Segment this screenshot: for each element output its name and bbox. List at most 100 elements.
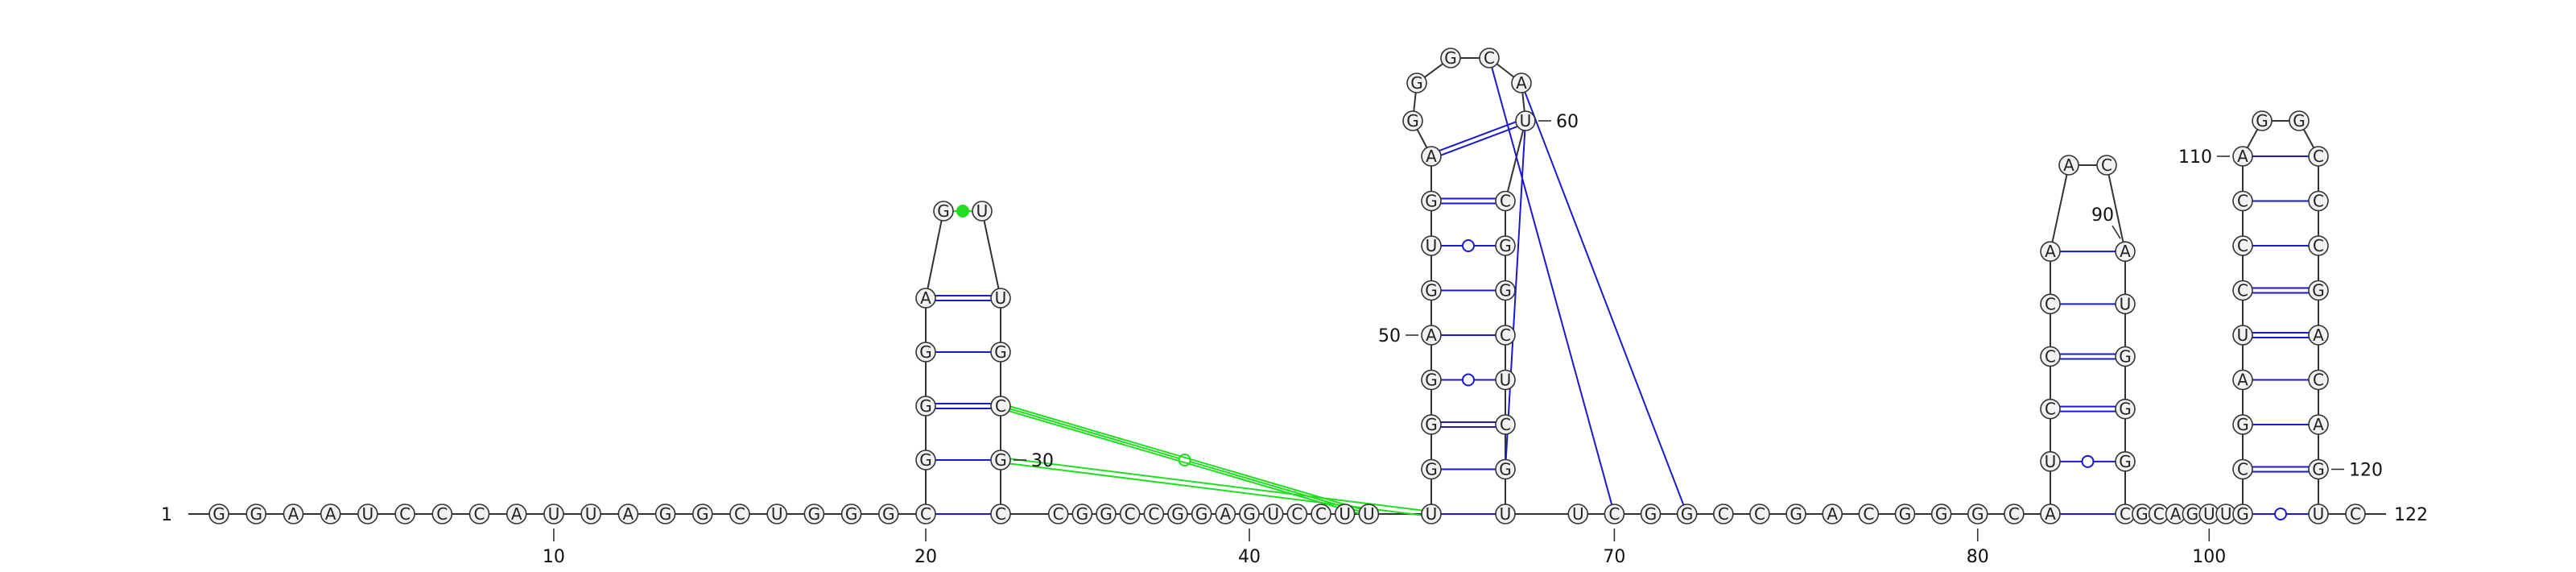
nucleotide-letter: A: [1426, 147, 1437, 166]
nucleotide-circle: [320, 504, 341, 524]
nucleotide-circle: [803, 504, 825, 524]
nucleotide-letter: U: [1363, 504, 1375, 524]
nucleotide-letter: U: [1520, 111, 1532, 131]
nucleotide-letter: G: [2312, 460, 2325, 479]
nucleotide: G: [1894, 504, 1916, 524]
index-label: 120: [2349, 461, 2383, 481]
nucleotide-circle: [2115, 398, 2136, 420]
nucleotide: G: [2115, 346, 2136, 367]
gu-pair-marker: [1462, 373, 1475, 387]
nucleotide-circle: [2308, 458, 2329, 480]
nucleotide: G: [1967, 504, 1988, 524]
nucleotide-circle: [1421, 235, 1442, 256]
nucleotide: U: [2215, 504, 2236, 524]
nucleotide-circle: [1421, 280, 1442, 301]
nucleotide-circle: [1143, 504, 1165, 524]
nucleotide: C: [431, 504, 453, 524]
nucleotide: G: [246, 504, 267, 524]
nucleotide: G: [990, 450, 1011, 470]
nucleotide-letter: A: [2045, 504, 2056, 524]
index-label: 20: [914, 547, 937, 567]
nucleotide-circle: [1511, 73, 1532, 93]
nucleotide: U: [1495, 369, 1516, 391]
nucleotide-letter: A: [2313, 325, 2324, 345]
nucleotide-circle: [990, 288, 1011, 309]
nucleotide-circle: [1713, 504, 1734, 524]
nucleotide-circle: [877, 504, 899, 524]
nucleotide-letter: G: [994, 450, 1007, 470]
nucleotide-circle: [2115, 293, 2136, 315]
nucleotide: C: [1604, 504, 1625, 524]
nucleotide: G: [1785, 504, 1806, 524]
nucleotide-circle: [2308, 414, 2329, 435]
nucleotide-letter: C: [1863, 504, 1874, 524]
nucleotide-letter: C: [1608, 504, 1620, 524]
nucleotide-letter: C: [2153, 504, 2165, 524]
nucleotide: U: [2198, 504, 2220, 524]
nucleotide: C: [2040, 346, 2061, 367]
nucleotide: G: [1096, 504, 1117, 524]
nucleotide-letter: G: [213, 504, 225, 524]
nucleotide-circle: [2115, 241, 2136, 262]
nucleotide: C: [2040, 293, 2061, 315]
pair-line: [1010, 458, 1422, 512]
nucleotide: G: [1676, 504, 1698, 524]
nucleotide-letter: C: [2045, 347, 2056, 367]
nucleotide-letter: A: [2237, 371, 2248, 390]
nucleotide-circle: [915, 396, 936, 417]
nucleotide: C: [2232, 280, 2253, 301]
nucleotide-circle: [1421, 146, 1442, 167]
nucleotide-circle: [1421, 458, 1442, 480]
nucleotide: C: [1495, 325, 1516, 346]
nucleotide-letter: U: [2203, 504, 2215, 524]
nucleotide-circle: [2040, 346, 2061, 367]
nucleotide-circle: [1402, 110, 1423, 131]
nucleotide: U: [1262, 504, 1284, 524]
nucleotide-letter: G: [1243, 504, 1256, 524]
nucleotide: U: [543, 504, 564, 524]
nucleotide-letter: A: [1426, 325, 1437, 345]
nucleotide-circle: [1495, 504, 1516, 524]
nucleotide: G: [1640, 504, 1662, 524]
nucleotide-letter: G: [1425, 415, 1438, 434]
nucleotide-letter: U: [995, 288, 1007, 308]
nucleotide-letter: U: [1426, 504, 1438, 524]
nucleotide-letter: G: [1681, 504, 1694, 524]
nucleotide-letter: G: [1499, 236, 1512, 255]
nucleotide-circle: [2232, 146, 2253, 167]
nucleotide-letter: C: [2120, 504, 2131, 524]
nucleotide-circle: [1495, 280, 1516, 301]
nucleotide-letter: C: [1500, 192, 1511, 211]
nucleotide-circle: [2040, 504, 2061, 524]
nucleotide-letter: C: [2313, 192, 2324, 211]
nucleotide-circle: [2308, 325, 2329, 346]
nucleotide: G: [2252, 110, 2273, 131]
nucleotide-circle: [2308, 504, 2329, 524]
nucleotide-circle: [469, 504, 490, 524]
index-label: 60: [1556, 112, 1579, 132]
nucleotide: G: [2308, 458, 2329, 480]
nucleotide-letter: G: [994, 342, 1007, 362]
nucleotide-letter: G: [2256, 111, 2268, 131]
nucleotide-letter: G: [919, 342, 932, 362]
nucleotide-circle: [654, 504, 676, 524]
nucleotide-letter: G: [937, 201, 950, 221]
nucleotide-circle: [915, 288, 936, 309]
nucleotide-letter: C: [436, 504, 448, 524]
nucleotide-circle: [1822, 504, 1843, 524]
nucleotide-circle: [1167, 504, 1188, 524]
nucleotide: A: [2232, 369, 2253, 391]
nucleotide-circle: [1567, 504, 1589, 524]
nucleotide-letter: C: [1125, 504, 1136, 524]
nucleotide-circle: [580, 504, 601, 524]
nucleotide-letter: G: [1790, 504, 1802, 524]
nucleotide-letter: C: [2350, 504, 2361, 524]
nucleotide: G: [2115, 451, 2136, 472]
nucleotide-letter: C: [1718, 504, 1729, 524]
nucleotide-circle: [394, 504, 415, 524]
nucleotide-letter: G: [1425, 192, 1438, 211]
nucleotide: A: [2232, 146, 2253, 167]
nucleotide: C: [1858, 504, 1880, 524]
